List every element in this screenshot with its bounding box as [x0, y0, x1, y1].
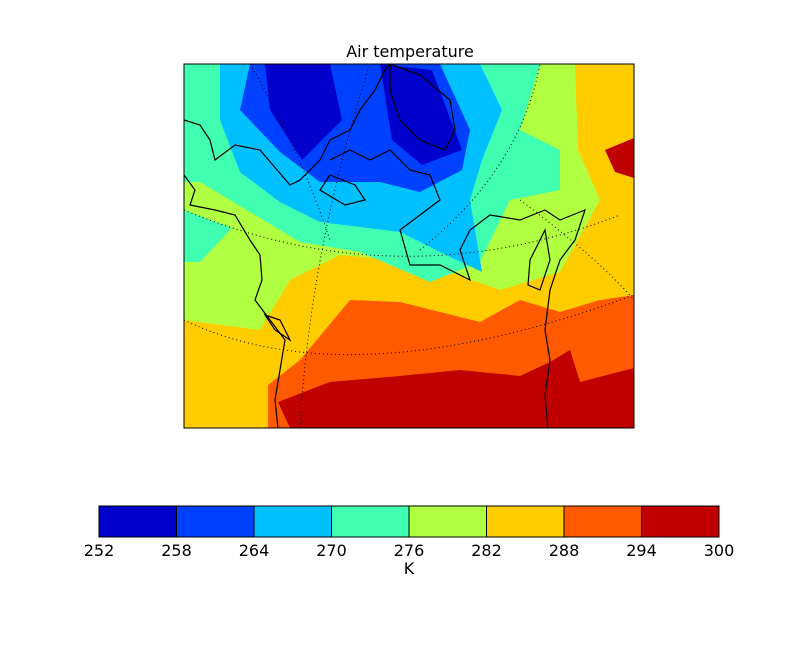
- colorbar-tick-label: 252: [84, 541, 115, 560]
- latitude-line: [184, 294, 634, 356]
- colorbar-tick-label: 300: [704, 541, 735, 560]
- temperature-band: [265, 64, 342, 160]
- coastline: [184, 174, 286, 428]
- island: [389, 64, 456, 151]
- island: [263, 313, 292, 342]
- bay: [527, 228, 551, 291]
- coastline: [184, 64, 391, 186]
- colorbar-segment: [564, 506, 642, 537]
- graticule: [184, 64, 634, 428]
- temperature-band: [278, 350, 634, 428]
- colorbar-tick-label: 270: [316, 541, 347, 560]
- colorbar-label: K: [404, 559, 415, 578]
- temperature-band: [605, 138, 634, 178]
- island: [319, 174, 366, 206]
- colorbar-segment: [99, 506, 177, 537]
- colorbar-segment: [254, 506, 332, 537]
- colorbar-segment: [486, 506, 564, 537]
- colorbar-segment: [641, 506, 719, 537]
- temperature-band: [184, 210, 232, 262]
- colorbar-segment: [176, 506, 254, 537]
- colorbar: 252 258 264 270 276 282 288 294 300: [84, 505, 735, 560]
- coastline: [329, 149, 586, 428]
- colorbar-segment: [409, 506, 487, 537]
- map-frame: [183, 63, 635, 429]
- colorbar-tick-label: 282: [471, 541, 502, 560]
- temperature-band: [380, 64, 462, 165]
- colorbar-tick-label: 276: [394, 541, 425, 560]
- temperature-field: [184, 64, 634, 428]
- coastlines: [184, 64, 586, 428]
- colorbar-segment: [331, 506, 409, 537]
- latitude-line: [184, 209, 621, 257]
- colorbar-tick-label: 264: [239, 541, 270, 560]
- colorbar-tick-label: 294: [626, 541, 657, 560]
- colorbar-tick-label: 258: [161, 541, 192, 560]
- map-title: Air temperature: [346, 42, 474, 61]
- colorbar-tick-label: 288: [549, 541, 580, 560]
